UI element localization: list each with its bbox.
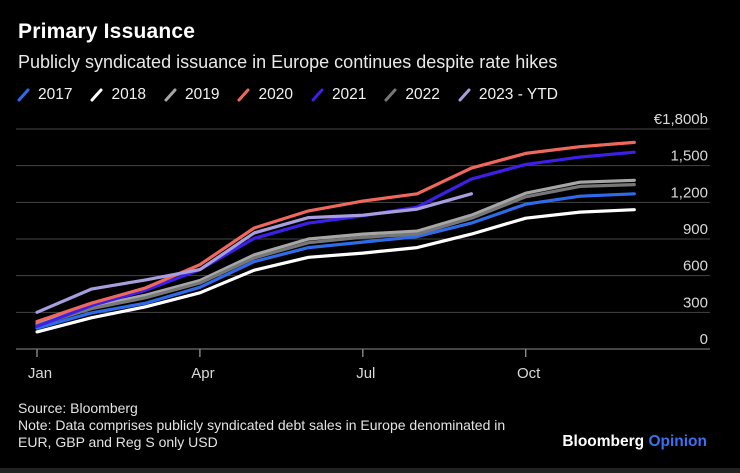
logo-bloomberg-text: Bloomberg bbox=[562, 433, 645, 450]
legend-slash-icon bbox=[164, 88, 177, 102]
y-axis-label: 0 bbox=[700, 331, 708, 348]
y-axis-label: 600 bbox=[683, 258, 708, 275]
chart-subtitle: Publicly syndicated issuance in Europe c… bbox=[18, 52, 558, 72]
legend-slash-icon bbox=[17, 88, 30, 102]
legend-item-2022: 2022 bbox=[383, 86, 440, 104]
bloomberg-opinion-logo: Bloomberg Opinion bbox=[562, 433, 707, 451]
legend-item-2019: 2019 bbox=[163, 86, 219, 104]
y-axis-label: 1,200 bbox=[670, 184, 708, 201]
y-axis-label: 300 bbox=[683, 294, 708, 311]
note-text: Note: Data comprises publicly syndicated… bbox=[18, 417, 505, 451]
legend-item-2017: 2017 bbox=[16, 86, 72, 104]
logo-opinion-text: Opinion bbox=[648, 433, 707, 450]
y-axis-label: 1,500 bbox=[670, 148, 708, 165]
legend-item-2020: 2020 bbox=[236, 86, 293, 104]
x-axis-label: Jul bbox=[356, 365, 375, 382]
x-axis-label: Oct bbox=[517, 365, 541, 382]
legend-label: 2023 - YTD bbox=[478, 86, 558, 103]
series-line-2022 bbox=[35, 183, 636, 327]
y-axis-label: 900 bbox=[683, 221, 708, 238]
legend-slash-icon bbox=[90, 88, 103, 102]
series-line-2021 bbox=[35, 150, 636, 328]
bottom-edge-strip bbox=[0, 468, 740, 473]
note-line-2: EUR, GBP and Reg S only USD bbox=[18, 434, 218, 450]
x-axis-label: Jan bbox=[28, 365, 52, 382]
series-line-2019 bbox=[35, 178, 636, 326]
series-line-2017 bbox=[35, 192, 636, 330]
series-line-2023-YTD bbox=[35, 192, 473, 314]
legend-label: 2017 bbox=[38, 86, 73, 103]
legend-label: 2021 bbox=[331, 86, 367, 103]
legend-item-2023-YTD: 2023 - YTD bbox=[457, 86, 558, 104]
legend-slash-icon bbox=[311, 88, 324, 102]
legend-item-2021: 2021 bbox=[310, 86, 366, 104]
series-line-2018 bbox=[35, 208, 636, 334]
legend-item-2018: 2018 bbox=[89, 86, 146, 104]
legend-label: 2022 bbox=[405, 86, 440, 103]
series-line-2020 bbox=[35, 140, 636, 324]
legend: 2017 2018 2019 2020 2021 2022 2023 - YTD bbox=[16, 86, 558, 104]
y-axis-label: €1,800b bbox=[654, 111, 708, 128]
note-line-1: Note: Data comprises publicly syndicated… bbox=[18, 417, 506, 433]
legend-slash-icon bbox=[458, 88, 471, 102]
legend-label: 2018 bbox=[111, 86, 146, 103]
legend-label: 2019 bbox=[184, 86, 220, 103]
x-axis-label: Apr bbox=[191, 365, 214, 382]
legend-slash-icon bbox=[384, 88, 397, 102]
legend-label: 2020 bbox=[258, 86, 293, 103]
source-text: Source: Bloomberg bbox=[18, 400, 138, 416]
legend-slash-icon bbox=[237, 88, 250, 102]
chart-title: Primary Issuance bbox=[18, 20, 196, 43]
